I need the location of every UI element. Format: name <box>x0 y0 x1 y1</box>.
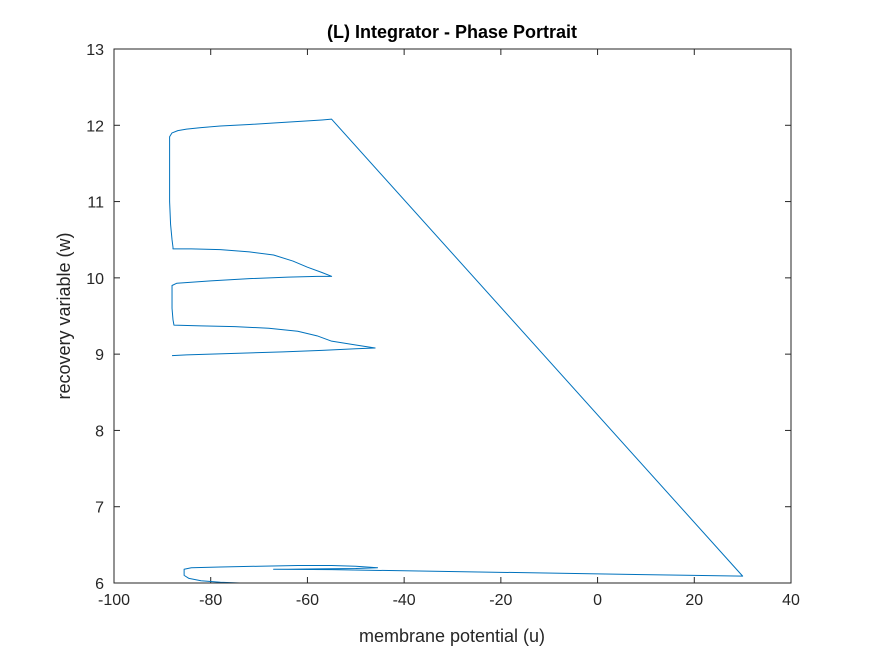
y-tick-label: 11 <box>87 195 104 212</box>
x-tick-label: 0 <box>593 592 602 609</box>
x-tick-label: -100 <box>98 592 130 609</box>
y-tick-label: 9 <box>95 347 104 364</box>
y-tick-label: 13 <box>86 42 104 59</box>
trajectory-line <box>169 118 744 584</box>
y-tick-label: 10 <box>86 271 104 288</box>
plot-area-background <box>114 49 791 583</box>
y-tick-label: 7 <box>95 500 104 517</box>
x-tick-label: -60 <box>296 592 319 609</box>
plot-area-box <box>113 48 792 584</box>
y-tick-label: 6 <box>95 576 104 593</box>
x-tick-label: 20 <box>685 592 703 609</box>
y-tick-label: 12 <box>86 118 104 135</box>
chart-title: (L) Integrator - Phase Portrait <box>327 22 577 42</box>
x-tick-label: -40 <box>393 592 416 609</box>
x-axis-label: membrane potential (u) <box>359 626 545 646</box>
series-layer <box>169 118 744 584</box>
x-tick-label: -80 <box>199 592 222 609</box>
x-tick-labels: -100 -80 -60 -40 -20 0 20 40 <box>98 592 800 609</box>
y-tick-label: 8 <box>95 423 104 440</box>
y-axis-label: recovery variable (w) <box>54 232 74 399</box>
y-tick-labels: 6 7 8 9 10 11 12 13 <box>86 42 104 593</box>
x-tick-label: 40 <box>782 592 800 609</box>
x-tick-label: -20 <box>489 592 512 609</box>
